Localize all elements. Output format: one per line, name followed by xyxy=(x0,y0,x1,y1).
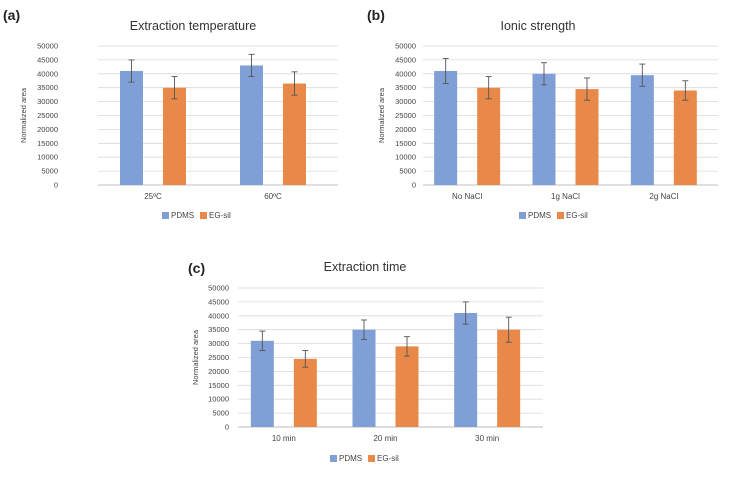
y-tick-label: 45000 xyxy=(37,55,58,64)
y-tick-label: 25000 xyxy=(395,111,416,120)
panel-label: (a) xyxy=(3,7,20,23)
bar-pdms-1 xyxy=(240,65,263,185)
bar-pdms-0 xyxy=(434,71,458,185)
y-tick-label: 5000 xyxy=(41,167,58,176)
bar-pdms-0 xyxy=(120,71,143,185)
y-tick-label: 10000 xyxy=(37,153,58,162)
bar-egsil-0 xyxy=(477,87,501,185)
y-tick-label: 15000 xyxy=(395,139,416,148)
chart-title: Extraction temperature xyxy=(130,19,256,33)
y-tick-label: 30000 xyxy=(395,97,416,106)
y-tick-label: 10000 xyxy=(208,395,229,404)
chart-title: Extraction time xyxy=(324,260,407,274)
bar-egsil-0 xyxy=(163,87,186,185)
category-label: 25ºC xyxy=(144,192,162,201)
legend-label-egsil: EG-sil xyxy=(209,211,231,220)
y-tick-label: 5000 xyxy=(212,409,229,418)
y-tick-label: 35000 xyxy=(395,83,416,92)
bar-pdms-1 xyxy=(352,329,376,427)
y-tick-label: 25000 xyxy=(208,353,229,362)
y-tick-label: 45000 xyxy=(395,55,416,64)
bar-egsil-0 xyxy=(293,358,317,427)
y-tick-label: 40000 xyxy=(395,69,416,78)
category-label: 2g NaCl xyxy=(649,192,678,201)
legend-label-egsil: EG-sil xyxy=(566,211,588,220)
y-tick-label: 50000 xyxy=(208,284,229,293)
panel-c: (c) Extraction time 0 5000 10000 15000 20000 25… xyxy=(188,260,543,463)
bar-egsil-1 xyxy=(575,89,599,185)
bar-pdms-0 xyxy=(250,340,274,427)
bar-egsil-1 xyxy=(283,83,306,185)
legend-swatch-pdms xyxy=(330,455,337,462)
category-label: 1g NaCl xyxy=(551,192,580,201)
category-label: 60ºC xyxy=(264,192,282,201)
y-tick-label: 40000 xyxy=(208,311,229,320)
bar-pdms-1 xyxy=(532,73,556,185)
bar-egsil-2 xyxy=(497,329,521,427)
bar-pdms-2 xyxy=(454,313,478,427)
legend-label-pdms: PDMS xyxy=(171,211,194,220)
bar-egsil-1 xyxy=(395,346,419,427)
y-axis-title: Normalized area xyxy=(19,87,28,143)
y-tick-label: 50000 xyxy=(37,42,58,51)
y-tick-label: 40000 xyxy=(37,69,58,78)
legend-swatch-egsil xyxy=(200,212,207,219)
legend-swatch-egsil xyxy=(368,455,375,462)
legend-label-pdms: PDMS xyxy=(339,454,362,463)
y-axis-title: Normalized area xyxy=(377,87,386,143)
legend-label-egsil: EG-sil xyxy=(377,454,399,463)
panel-b: (b) Ionic strength 0 5000 10000 15000 20000 250… xyxy=(367,7,718,220)
y-tick-label: 30000 xyxy=(208,339,229,348)
category-label: 30 min xyxy=(475,434,499,443)
legend-label-pdms: PDMS xyxy=(528,211,551,220)
y-tick-label: 20000 xyxy=(37,125,58,134)
y-tick-label: 35000 xyxy=(208,325,229,334)
y-tick-label: 0 xyxy=(54,181,58,190)
category-label: No NaCl xyxy=(452,192,482,201)
bar-egsil-2 xyxy=(673,90,697,185)
category-label: 10 min xyxy=(272,434,296,443)
bar-pdms-2 xyxy=(630,75,654,185)
y-tick-label: 0 xyxy=(225,423,229,432)
y-tick-label: 45000 xyxy=(208,297,229,306)
legend-swatch-pdms xyxy=(519,212,526,219)
y-tick-label: 10000 xyxy=(395,153,416,162)
legend-swatch-egsil xyxy=(557,212,564,219)
y-tick-label: 20000 xyxy=(208,367,229,376)
panel-label: (b) xyxy=(367,7,385,23)
panel-a: (a) Extraction temperature 0 5000 10000 15000… xyxy=(3,7,338,220)
y-tick-label: 15000 xyxy=(208,381,229,390)
legend-swatch-pdms xyxy=(162,212,169,219)
y-axis-title: Normalized area xyxy=(191,329,200,385)
y-tick-label: 50000 xyxy=(395,42,416,51)
chart-title: Ionic strength xyxy=(500,19,575,33)
y-tick-label: 25000 xyxy=(37,111,58,120)
y-tick-label: 35000 xyxy=(37,83,58,92)
category-label: 20 min xyxy=(373,434,397,443)
y-tick-label: 30000 xyxy=(37,97,58,106)
y-tick-label: 0 xyxy=(412,181,416,190)
y-tick-label: 15000 xyxy=(37,139,58,148)
y-tick-label: 20000 xyxy=(395,125,416,134)
y-tick-label: 5000 xyxy=(399,167,416,176)
panel-label: (c) xyxy=(188,260,205,276)
